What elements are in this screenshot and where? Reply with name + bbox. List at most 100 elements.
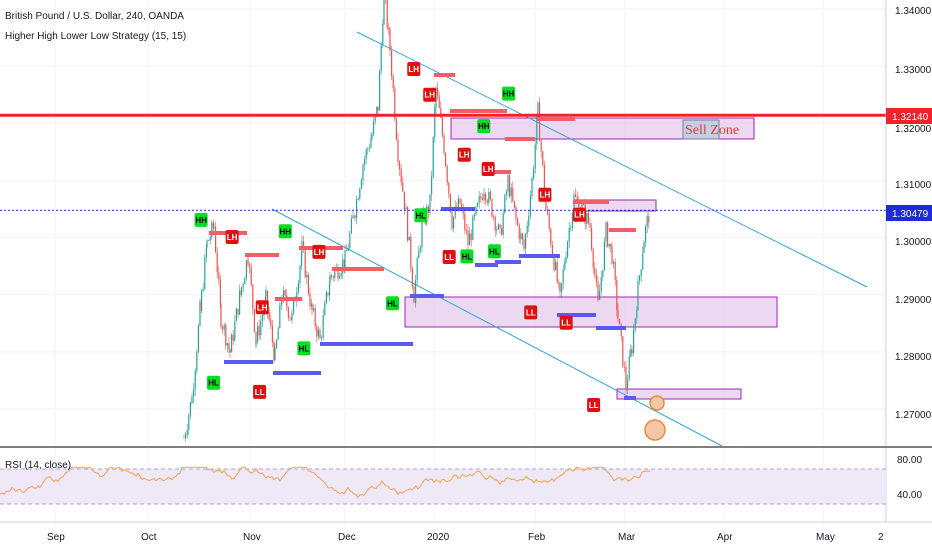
candle-body [533,168,535,178]
candle-body [528,215,530,226]
candle-body [373,121,375,135]
candle-body [201,290,203,311]
candle-body [586,212,588,224]
candle-body [594,267,596,275]
candle-body [347,247,349,251]
price-label-red-box [886,108,932,124]
candle-body [379,71,381,111]
candle-body [314,308,316,327]
candle-body [501,228,503,235]
candle-body [637,280,639,311]
chart-title: British Pound / U.S. Dollar, 240, OANDA [5,11,184,22]
candle-body [416,258,418,280]
candle-body [461,203,463,209]
candle-body [352,215,354,219]
candle-body [407,207,409,241]
candle-body [205,247,207,258]
candle-body [616,280,618,310]
candle-body [274,347,276,361]
sell-zone-label: Sell Zone [685,123,739,138]
time-axis: Sep Oct Nov Dec 2020 Feb Mar Apr May 2 [47,532,884,543]
candle-body [521,233,523,240]
candle-body [319,329,321,339]
candle-body [646,216,648,227]
candle-body [427,206,429,213]
sell-zone-label-box [682,119,720,140]
svg-text:HL: HL [416,211,427,220]
candle-body [478,196,480,204]
candle-body [222,327,224,330]
price-labels: 1.32140 1.30479 [886,108,932,221]
candle-body [337,267,339,279]
candle-body [443,135,445,154]
price-label-blue-box [886,205,932,221]
candle-body [536,116,538,145]
candle-body [206,240,208,248]
candle-body [218,272,220,280]
candle-body [564,262,566,270]
svg-text:HL: HL [462,252,473,261]
candle-body [467,230,469,246]
candle-body [301,251,303,266]
marker-hl: HL [414,208,428,223]
candle-body [400,169,402,183]
candle-body [322,315,324,338]
candle-body [257,325,259,342]
marker-ll: LL [253,384,267,399]
marker-ll: LL [559,315,573,330]
candle-body [186,430,188,435]
candle-body [512,187,514,201]
candle-body [382,24,384,46]
candle-body [349,233,351,248]
candle-body [617,309,619,320]
candle-body [339,276,341,279]
candle-body [587,212,589,224]
svg-text:HL: HL [489,247,500,256]
candle-body [303,241,305,251]
candle-body [255,331,257,345]
candle-body [558,282,560,284]
marker-lh: LH [457,147,471,162]
candle-body [550,228,552,246]
candle-body [191,396,193,403]
candle-body [291,312,293,321]
svg-text:HH: HH [503,90,515,99]
svg-text:LH: LH [540,191,551,200]
candle-body [199,302,201,326]
svg-text:HH: HH [195,216,207,225]
x-tick: 2020 [427,532,450,543]
candle-body [459,198,461,204]
rsi-pane: RSI (14, close) 80.00 40.00 [0,455,922,505]
candle-body [380,45,382,72]
marker-lh: LH [312,244,326,259]
candle-body [583,204,585,206]
candle-body [636,310,638,319]
candle-body [249,264,251,268]
candle-body [504,194,506,214]
candle-body [194,370,196,390]
candle-body [362,165,364,181]
marker-hh: HH [502,86,516,101]
marker-lh: LH [538,187,552,202]
candle-body [321,337,323,339]
candle-body [453,216,455,229]
marker-ll: LL [524,305,538,320]
candle-body [608,243,610,247]
candle-body [253,308,255,332]
candle-body [286,295,288,308]
marker-hh: HH [278,224,292,239]
svg-text:LL: LL [526,308,536,317]
marker-hh: HH [194,212,208,227]
candle-body [639,275,641,281]
candle-body [371,134,373,139]
candle-body [268,311,270,320]
candle-body [415,279,417,303]
marker-hl: HL [487,244,501,259]
x-tick: Apr [717,532,733,543]
candle-body [185,434,187,438]
candle-body [297,283,299,293]
candle-body [403,191,405,210]
svg-text:HH: HH [478,122,490,131]
candle-body [364,159,366,166]
